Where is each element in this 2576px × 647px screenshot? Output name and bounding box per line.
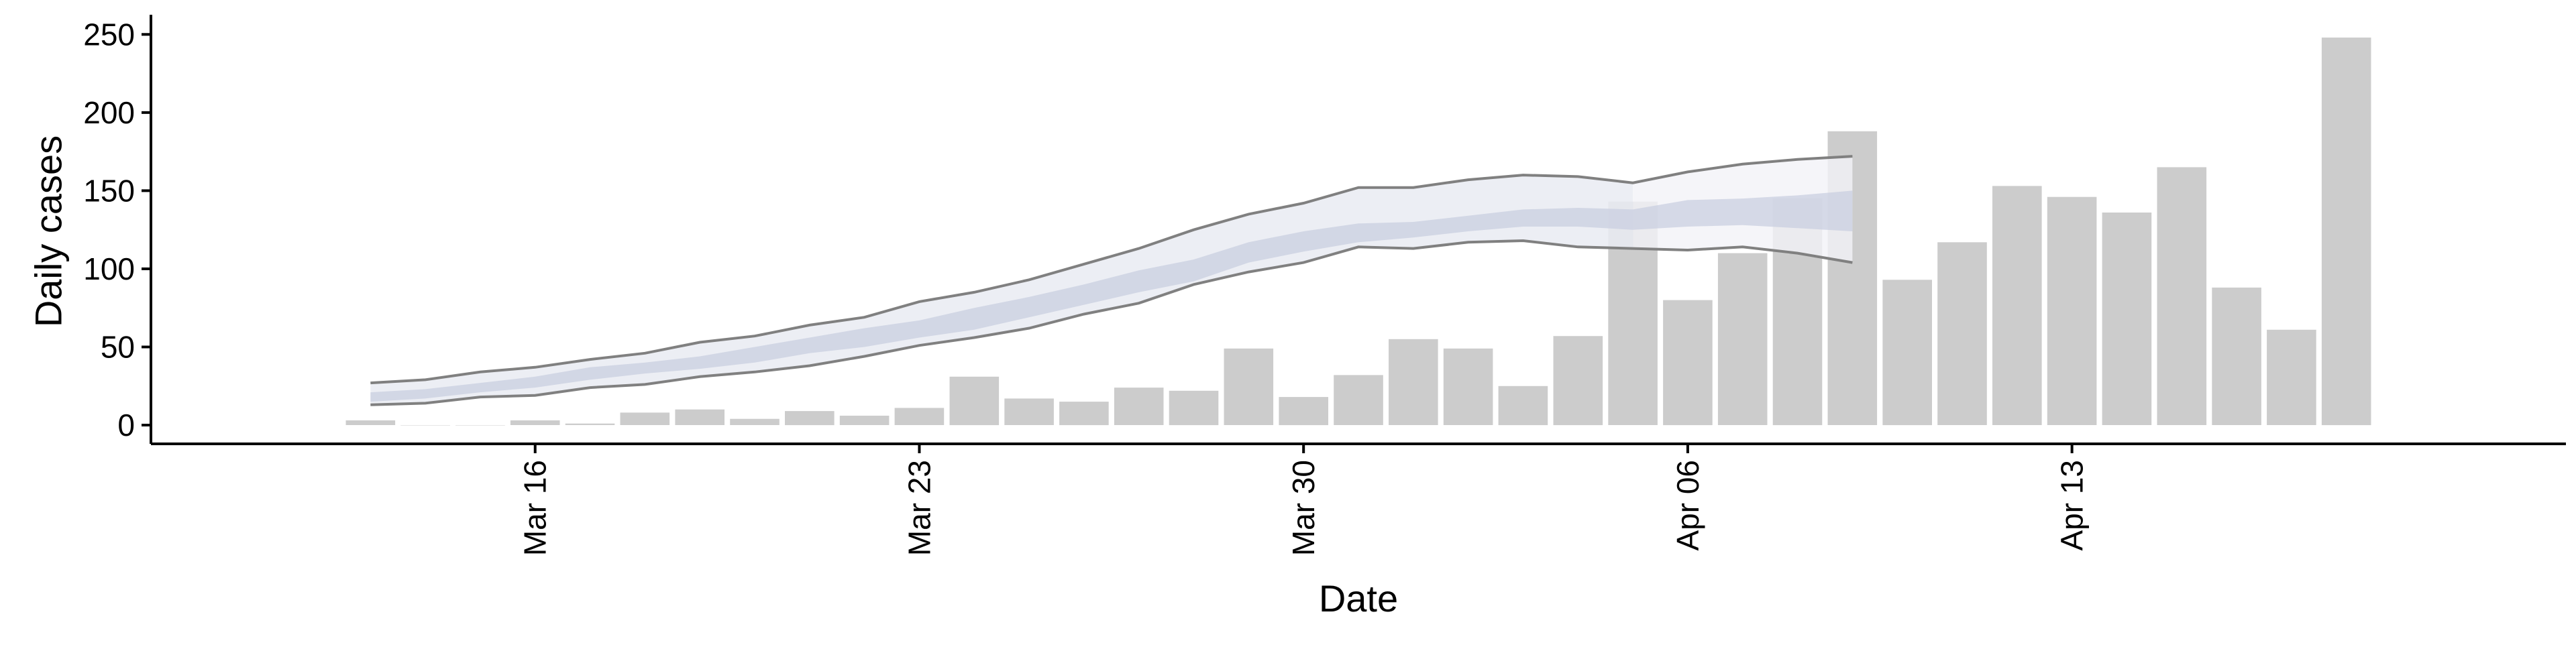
bar-2020-04-06 [1663, 300, 1713, 426]
y-tick-label-100: 100 [83, 251, 135, 286]
bar-2020-04-12 [1992, 186, 2042, 425]
bar-2020-04-10 [1882, 280, 1932, 426]
bars-layer [345, 38, 2371, 426]
bar-2020-03-16 [510, 420, 560, 425]
bar-2020-04-11 [1937, 242, 1987, 425]
bar-2020-03-18 [620, 412, 670, 425]
bar-2020-04-17 [2267, 329, 2316, 425]
ribbon-lower-line [370, 239, 1853, 406]
ribbon-upper-line [370, 155, 1853, 385]
y-tick-label-50: 50 [101, 329, 135, 364]
y-axis-title: Daily cases [28, 135, 70, 327]
bar-2020-03-28 [1169, 390, 1219, 426]
bar-2020-04-01 [1389, 339, 1438, 425]
bar-2020-03-26 [1059, 402, 1109, 426]
bar-2020-04-04 [1553, 336, 1603, 426]
y-tick-label-200: 200 [83, 95, 135, 130]
bar-2020-03-27 [1114, 388, 1164, 425]
x-axis-title: Date [1319, 577, 1398, 620]
bar-2020-03-21 [785, 411, 835, 426]
bar-2020-03-22 [839, 416, 890, 425]
axes-layer: 0 50 100 150 200 250 Mar 16 Mar 23 Mar 30 Apr 06 A… [83, 15, 2566, 556]
bar-2020-04-15 [2157, 167, 2207, 425]
bar-2020-03-13 [345, 420, 396, 425]
bar-2020-03-19 [675, 409, 724, 425]
ribbon-inner [370, 190, 1853, 402]
bar-2020-04-13 [2047, 196, 2097, 425]
x-tick-label-2020-04-13: Apr 13 [2055, 460, 2090, 551]
bar-2020-03-24 [949, 376, 1000, 426]
bar-2020-04-16 [2212, 287, 2261, 425]
bar-2020-03-31 [1334, 375, 1383, 425]
y-tick-label-150: 150 [83, 173, 135, 208]
x-tick-label-2020-03-30: Mar 30 [1286, 460, 1321, 556]
bar-2020-04-02 [1443, 348, 1493, 425]
bar-2020-04-14 [2102, 213, 2152, 425]
bar-2020-03-14 [400, 425, 450, 426]
bar-2020-03-20 [730, 418, 780, 425]
forecast-ribbon-layer [370, 155, 1853, 406]
bar-2020-03-29 [1224, 348, 1274, 425]
bar-2020-03-30 [1279, 397, 1328, 426]
bar-2020-04-18 [2321, 38, 2371, 426]
x-tick-label-2020-03-16: Mar 16 [518, 460, 553, 556]
y-tick-label-250: 250 [83, 17, 135, 52]
bar-2020-04-07 [1717, 253, 1768, 425]
bar-2020-03-15 [455, 425, 505, 426]
x-tick-label-2020-04-06: Apr 06 [1670, 460, 1705, 551]
y-tick-label-0: 0 [117, 408, 135, 443]
bar-2020-04-03 [1498, 386, 1548, 426]
bar-2020-03-23 [894, 408, 945, 425]
bar-2020-03-25 [1004, 398, 1054, 425]
x-tick-label-2020-03-23: Mar 23 [902, 460, 936, 556]
bar-2020-03-17 [565, 423, 615, 425]
